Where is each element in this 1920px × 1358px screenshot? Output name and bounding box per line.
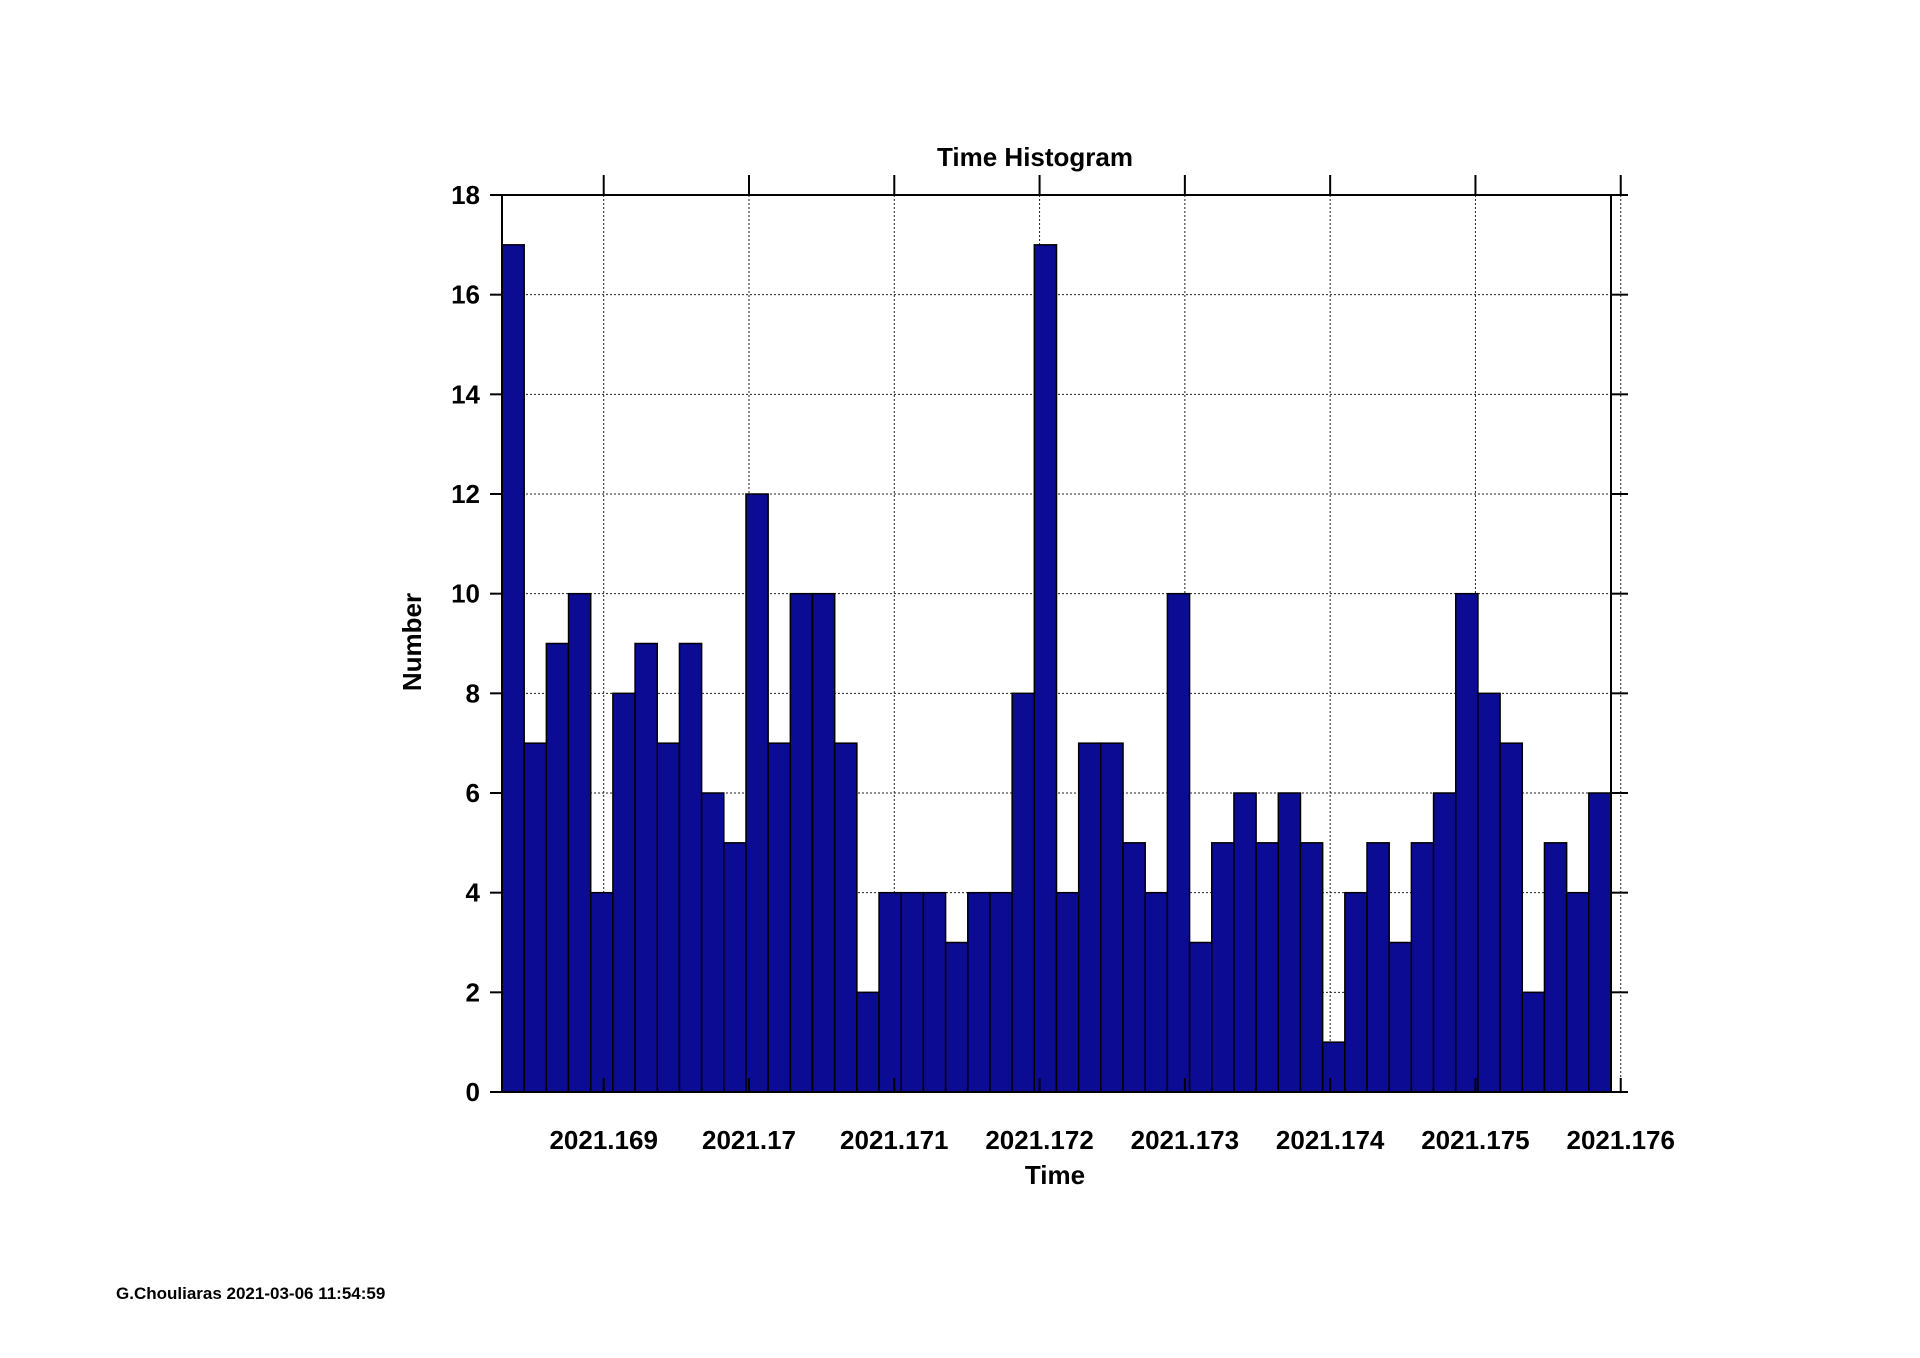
histogram-bar: [767, 742, 792, 1093]
x-tick-label: 2021.171: [840, 1125, 948, 1155]
histogram-bar: [900, 891, 925, 1093]
histogram-bar: [1233, 792, 1257, 1093]
histogram-bar: [567, 592, 592, 1093]
histogram-bar: [545, 642, 570, 1093]
histogram-bar: [1321, 1041, 1346, 1093]
histogram-bar: [1211, 842, 1235, 1093]
histogram-bar: [811, 592, 836, 1093]
y-tick-label: 6: [466, 778, 480, 808]
histogram-bar: [1366, 842, 1390, 1093]
histogram-bar: [856, 991, 880, 1093]
histogram-bar: [1033, 244, 1058, 1093]
histogram-bar: [1432, 792, 1457, 1093]
x-tick-label: 2021.174: [1276, 1125, 1385, 1155]
histogram-bar: [501, 244, 525, 1093]
histogram-bar: [1454, 592, 1479, 1093]
x-tick-labels: 2021.169 2021.17 2021.171 2021.172 2021.173 2…: [549, 1125, 1674, 1155]
histogram-bar: [745, 493, 769, 1093]
histogram-bar: [1188, 941, 1213, 1093]
histogram-bar: [1299, 842, 1324, 1093]
y-tick-label: 14: [451, 379, 480, 409]
y-tick-label: 10: [451, 579, 480, 609]
y-tick-label: 12: [451, 479, 480, 509]
histogram-bar: [1277, 792, 1302, 1093]
y-tick-label: 0: [466, 1077, 480, 1107]
x-tick-label: 2021.175: [1421, 1125, 1529, 1155]
histogram-bar: [723, 842, 747, 1093]
histogram-bar: [878, 891, 902, 1093]
histogram-bar: [1588, 792, 1612, 1093]
histogram-bar: [656, 742, 681, 1093]
chart-title: Time Histogram: [937, 142, 1133, 172]
histogram-bar: [1011, 692, 1036, 1093]
histogram-bar: [922, 891, 947, 1093]
x-tick-label: 2021.176: [1567, 1125, 1675, 1155]
x-tick-label: 2021.169: [549, 1125, 657, 1155]
y-tick-label: 2: [466, 977, 480, 1007]
histogram-bar: [1565, 891, 1590, 1093]
histogram-bar: [1344, 891, 1368, 1093]
y-tick-label: 4: [466, 878, 481, 908]
histogram-bar: [1499, 742, 1524, 1093]
histogram-bar: [944, 941, 969, 1093]
histogram-bar: [1388, 941, 1413, 1093]
histogram-bar: [1166, 592, 1191, 1093]
histogram-bar: [1100, 742, 1124, 1093]
histogram-bar: [678, 642, 703, 1093]
histogram-bar: [1410, 842, 1435, 1093]
footer-credit: G.Chouliaras 2021-03-06 11:54:59: [116, 1284, 386, 1303]
x-tick-label: 2021.17: [702, 1125, 796, 1155]
histogram-bar: [789, 592, 814, 1093]
histogram-bar: [1521, 991, 1546, 1093]
histogram-bar: [700, 792, 725, 1093]
histogram-bar: [1543, 842, 1568, 1093]
histogram-bar: [1255, 842, 1280, 1093]
histogram-bar: [1055, 891, 1080, 1093]
histogram-bar: [1122, 842, 1146, 1093]
x-axis-label: Time: [1025, 1160, 1085, 1190]
y-tick-label: 8: [466, 678, 480, 708]
histogram-bar: [1144, 891, 1169, 1093]
axes: [490, 175, 1628, 1093]
histogram-bars: [501, 244, 1612, 1093]
histogram-bar: [523, 742, 548, 1093]
histogram-bar: [989, 891, 1013, 1093]
histogram-bar: [1077, 742, 1102, 1093]
x-tick-label: 2021.172: [985, 1125, 1093, 1155]
histogram-bar: [833, 742, 858, 1093]
x-tick-label: 2021.173: [1131, 1125, 1239, 1155]
y-tick-label: 16: [451, 280, 480, 310]
histogram-bar: [634, 642, 659, 1093]
histogram-bar: [1477, 692, 1501, 1093]
y-tick-label: 18: [451, 180, 480, 210]
histogram-bar: [967, 891, 991, 1093]
histogram-bar: [589, 891, 614, 1093]
y-tick-labels: 0 2 4 6 8 10 12 14 16 18: [451, 180, 480, 1107]
y-axis-label: Number: [397, 593, 427, 691]
histogram-bar: [612, 692, 636, 1093]
